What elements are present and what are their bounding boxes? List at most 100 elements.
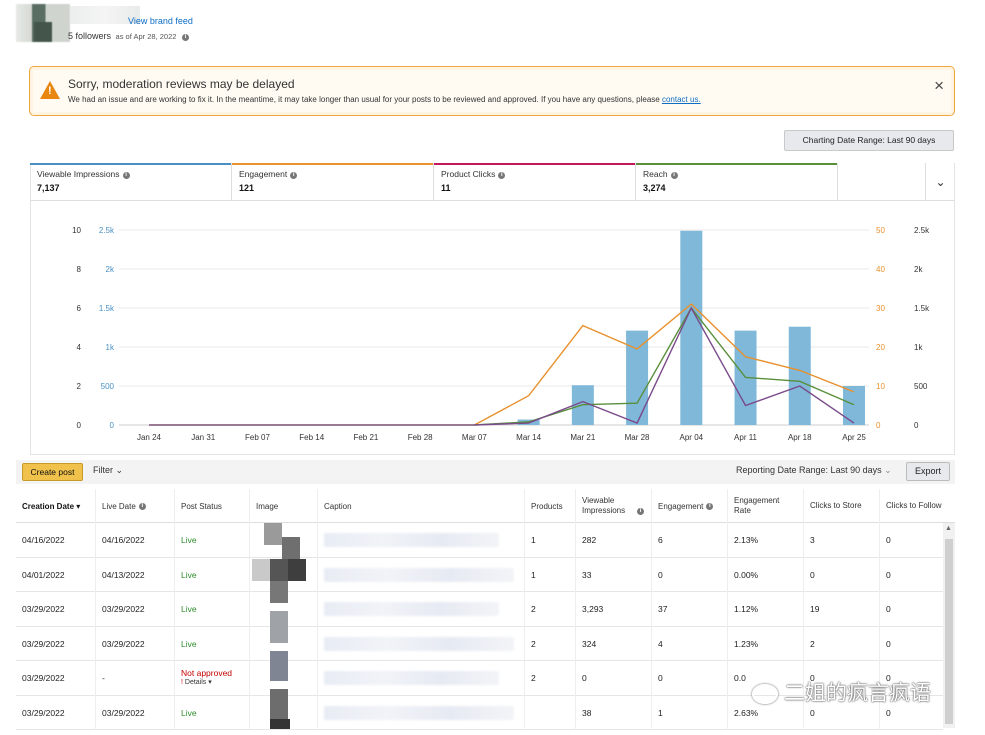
table-row[interactable]: 03/29/2022 03/29/2022 Live 2 3,293 37 1.12% 19 0: [16, 592, 943, 627]
info-icon[interactable]: i: [138, 502, 146, 510]
table-row[interactable]: 04/01/2022 04/13/2022 Live 1 33 0 0.00% 0 0: [16, 557, 943, 592]
info-icon[interactable]: i: [637, 508, 644, 515]
info-icon[interactable]: i: [122, 172, 130, 179]
x-tick-label: Feb 21: [353, 433, 378, 442]
info-icon[interactable]: i: [181, 34, 189, 41]
image-tile: [264, 523, 282, 545]
cell-products: 1: [525, 523, 576, 558]
cell-status: Not approved! Details ▾: [175, 661, 250, 696]
metric-label: Engagement i: [239, 169, 433, 179]
image-tile: [270, 689, 288, 719]
cell-creation: 03/29/2022: [16, 626, 96, 661]
cell-store: 3: [804, 523, 880, 558]
info-icon[interactable]: i: [498, 172, 506, 179]
close-icon[interactable]: ×: [934, 76, 944, 95]
cell-impressions: 0: [576, 661, 652, 696]
cell-status: Live: [175, 592, 250, 627]
details-link[interactable]: ! Details ▾: [181, 678, 212, 688]
info-icon[interactable]: i: [670, 172, 678, 179]
cell-caption: [318, 592, 525, 627]
table-row[interactable]: 03/29/2022 03/29/2022 Live 2 324 4 1.23% 2 0: [16, 626, 943, 661]
wechat-icon: [752, 684, 778, 704]
cell-rate: 1.23%: [728, 626, 804, 661]
followers-as-of: as of Apr 28, 2022: [115, 32, 177, 41]
post-image-cell: [250, 557, 318, 592]
series-line-engagement: [474, 303, 855, 426]
create-post-button[interactable]: Create post: [22, 463, 83, 481]
metric-value: 11: [441, 183, 451, 193]
moderation-alert: ! Sorry, moderation reviews may be delay…: [29, 66, 955, 116]
cell-rate: 0.00%: [728, 557, 804, 592]
x-tick-label: Jan 31: [191, 433, 216, 442]
axis-tick-label: 2k: [106, 265, 115, 274]
x-tick-label: Feb 28: [408, 433, 433, 442]
metric-tab-product-clicks[interactable]: Product Clicks i 11: [434, 163, 636, 201]
column-header-post-status: Post Status: [175, 489, 250, 523]
cell-follow: 0: [886, 569, 891, 580]
x-tick-label: Apr 11: [734, 433, 758, 442]
column-header-caption: Caption: [318, 489, 525, 523]
image-tile: [270, 581, 288, 603]
post-image-cell: [250, 626, 318, 661]
column-header-creation-date[interactable]: Creation Date ▾: [16, 489, 96, 523]
cell-engagement: 1: [652, 695, 728, 730]
charting-date-range-button[interactable]: Charting Date Range: Last 90 days: [784, 130, 954, 151]
axis-tick-label: 1k: [106, 343, 115, 352]
chevron-down-icon[interactable]: ⌄: [925, 163, 955, 201]
axis-tick-label: 6: [77, 304, 82, 313]
cell-caption: [318, 626, 525, 661]
table-row[interactable]: 03/29/2022- Not approved! Details ▾ 2 0 0 0.0…: [16, 661, 943, 696]
axis-tick-label: 4: [77, 343, 82, 352]
axis-tick-label: 0: [77, 421, 82, 430]
metric-tab-engagement[interactable]: Engagement i 121: [232, 163, 434, 201]
error-icon: !: [181, 679, 185, 687]
table-row[interactable]: 04/16/2022 04/16/2022 Live 1 282 6 2.13% 3 0: [16, 523, 943, 558]
cell-store: 0: [804, 557, 880, 592]
cell-impressions: 38: [576, 695, 652, 730]
metric-value: 3,274: [643, 183, 666, 193]
cell-caption: [318, 661, 525, 696]
cell-live: 03/29/2022: [96, 695, 175, 730]
cell-live: 03/29/2022: [96, 626, 175, 661]
column-header-clicks-to-follow: Clicks to Follow: [880, 489, 955, 523]
metric-tab-impressions[interactable]: Viewable Impressions i 7,137: [30, 163, 232, 201]
cell-store: 19: [804, 592, 880, 627]
view-brand-feed-link[interactable]: View brand feed: [128, 16, 193, 26]
image-tile: [270, 559, 288, 581]
alert-message-text: We had an issue and are working to fix i…: [68, 95, 662, 104]
info-icon[interactable]: i: [706, 502, 714, 510]
axis-tick-label: 20: [876, 343, 885, 352]
chevron-down-icon: ▾: [206, 679, 212, 687]
axis-tick-label: 10: [72, 226, 81, 235]
column-header-live-date[interactable]: Live Date i: [96, 489, 175, 523]
metric-color-bar: [232, 163, 433, 165]
contact-us-link[interactable]: contact us.: [661, 95, 701, 104]
metric-color-bar: [30, 163, 231, 165]
export-button[interactable]: Export: [906, 462, 950, 481]
cell-impressions: 324: [576, 626, 652, 661]
image-tile: [288, 559, 306, 581]
scrollbar-thumb[interactable]: [945, 539, 953, 724]
metric-color-bar: [636, 163, 837, 165]
metric-tab-reach[interactable]: Reach i 3,274: [636, 163, 838, 201]
column-header-engagement: Engagement i: [652, 489, 728, 523]
sort-down-icon: ▾: [76, 501, 81, 511]
table-scrollbar[interactable]: ▲: [943, 523, 955, 728]
reporting-date-range-dropdown[interactable]: Reporting Date Range: Last 90 days ⌄: [736, 465, 892, 476]
table-row[interactable]: 03/29/2022 03/29/2022 Live 38 1 2.63% 0 0: [16, 695, 943, 730]
metric-label-text: Product Clicks: [441, 169, 496, 179]
filter-dropdown[interactable]: Filter ⌄: [93, 465, 123, 476]
info-icon[interactable]: i: [290, 172, 298, 179]
column-header-image: Image: [250, 489, 318, 523]
cell-caption: [318, 695, 525, 730]
scroll-up-icon[interactable]: ▲: [945, 525, 952, 532]
caption-redacted: [324, 636, 514, 651]
cell-follow: 0: [886, 638, 891, 649]
cell-impressions: 3,293: [576, 592, 652, 627]
axis-tick-label: 2.5k: [99, 226, 115, 235]
post-image-cell: [250, 695, 318, 730]
cell-live: 04/13/2022: [96, 557, 175, 592]
brand-avatar[interactable]: [16, 4, 70, 42]
cell-status: Live: [175, 695, 250, 730]
column-header-products: Products: [525, 489, 576, 523]
